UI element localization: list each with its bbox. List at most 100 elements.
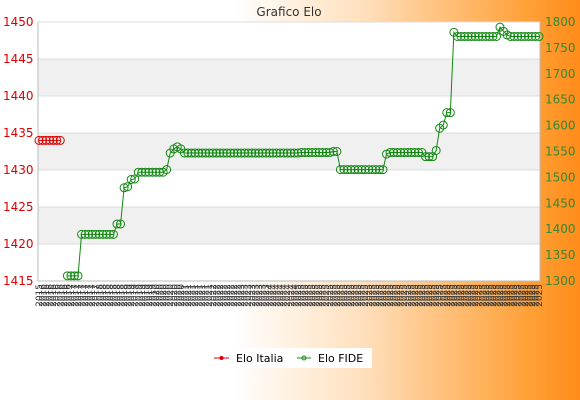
x-tick-label: 2020 bbox=[152, 284, 162, 307]
x-tick-label: 2025 bbox=[446, 284, 456, 307]
x-tick-label: 2018 bbox=[120, 284, 130, 307]
right-tick-label: 1650 bbox=[545, 93, 576, 107]
point-elo-fide bbox=[279, 148, 289, 158]
point-elo-fide bbox=[520, 32, 530, 42]
x-tick-label: 2017 bbox=[88, 284, 98, 307]
point-elo-fide bbox=[431, 145, 441, 155]
x-tick-label: 2025 bbox=[461, 284, 471, 307]
left-y-axis: 1415 1420 1425 1430 1435 1440 1445 1450 bbox=[3, 15, 540, 288]
point-elo-fide bbox=[186, 148, 196, 158]
x-tick-label: 2017 bbox=[67, 284, 77, 307]
right-tick-label: 1400 bbox=[545, 222, 576, 236]
point-elo-italia bbox=[41, 135, 51, 145]
x-tick-label: 2025 bbox=[315, 284, 325, 307]
x-tick-label: 2025 bbox=[517, 284, 527, 307]
point-elo-fide bbox=[87, 229, 97, 239]
x-tick-label: 2017 bbox=[81, 284, 91, 307]
x-tick-label: 2024 bbox=[269, 284, 279, 307]
x-tick-label: 2016 bbox=[53, 284, 63, 307]
point-elo-fide bbox=[236, 148, 246, 158]
x-tick-label: 2025 bbox=[457, 284, 467, 307]
right-tick-label: 1500 bbox=[545, 170, 576, 184]
x-tick-label: 2022 bbox=[216, 284, 226, 307]
x-tick-label: 2022 bbox=[209, 284, 219, 307]
point-elo-fide bbox=[257, 148, 267, 158]
x-tick-label: 2019 bbox=[127, 284, 137, 307]
point-elo-fide bbox=[321, 148, 331, 158]
point-elo-fide bbox=[481, 32, 491, 42]
x-tick-label: 2023 bbox=[241, 284, 251, 307]
point-elo-fide bbox=[211, 148, 221, 158]
x-tick-label: 2020 bbox=[177, 284, 187, 307]
right-tick-label: 1800 bbox=[545, 15, 576, 29]
x-tick-label: 2025 bbox=[489, 284, 499, 307]
legend-label-elo-italia: Elo Italia bbox=[236, 352, 283, 365]
left-tick-label: 1425 bbox=[3, 200, 34, 214]
point-elo-fide bbox=[289, 148, 299, 158]
x-tick-label: 2025 bbox=[422, 284, 432, 307]
plot-background bbox=[38, 22, 540, 281]
x-tick-label: 2025 bbox=[507, 284, 517, 307]
legend-marker-elo-fide bbox=[301, 355, 307, 361]
series-elo-italia bbox=[34, 135, 65, 145]
point-elo-fide bbox=[62, 271, 72, 281]
point-elo-fide bbox=[183, 148, 193, 158]
point-elo-fide bbox=[144, 167, 154, 177]
point-elo-fide bbox=[516, 32, 526, 42]
point-elo-fide bbox=[403, 148, 413, 158]
point-elo-fide bbox=[194, 148, 204, 158]
point-elo-fide bbox=[442, 108, 452, 118]
x-tick-label: 2025 bbox=[351, 284, 361, 307]
x-tick-label: 2025 bbox=[308, 284, 318, 307]
x-tick-label: 2016 bbox=[42, 284, 52, 307]
point-elo-fide bbox=[523, 32, 533, 42]
x-tick-label: 2017 bbox=[92, 284, 102, 307]
point-elo-fide bbox=[204, 148, 214, 158]
point-elo-fide bbox=[112, 219, 122, 229]
point-elo-fide bbox=[470, 32, 480, 42]
x-tick-label: 2025 bbox=[358, 284, 368, 307]
x-tick-label: 2025 bbox=[524, 284, 534, 307]
point-elo-fide bbox=[201, 148, 211, 158]
legend-item-elo-fide[interactable]: Elo FIDE bbox=[297, 352, 363, 365]
x-tick-label: 2018 bbox=[99, 284, 109, 307]
point-elo-italia bbox=[34, 135, 44, 145]
x-tick-label: 2020 bbox=[159, 284, 169, 307]
x-tick-label: 2023 bbox=[251, 284, 261, 307]
x-tick-label: 2024 bbox=[283, 284, 293, 307]
left-tick-label: 1420 bbox=[3, 237, 34, 251]
left-tick-label: 1415 bbox=[3, 274, 34, 288]
left-tick-label: 1430 bbox=[3, 163, 34, 177]
x-tick-label: 2025 bbox=[312, 284, 322, 307]
right-tick-label: 1550 bbox=[545, 145, 576, 159]
x-tick-label: 2020 bbox=[170, 284, 180, 307]
x-tick-label: 2025 bbox=[368, 284, 378, 307]
point-elo-fide bbox=[371, 165, 381, 175]
x-tick-label: 2023 bbox=[255, 284, 265, 307]
x-tick-label: 2025 bbox=[347, 284, 357, 307]
point-elo-fide bbox=[286, 148, 296, 158]
right-tick-label: 1600 bbox=[545, 119, 576, 133]
x-tick-label: 2025 bbox=[319, 284, 329, 307]
point-elo-fide bbox=[229, 148, 239, 158]
x-tick-label: 2025 bbox=[379, 284, 389, 307]
point-elo-fide bbox=[463, 32, 473, 42]
point-elo-fide bbox=[179, 148, 189, 158]
x-tick-label: 2025 bbox=[500, 284, 510, 307]
point-elo-fide bbox=[353, 165, 363, 175]
x-tick-label: 2025 bbox=[482, 284, 492, 307]
point-elo-fide bbox=[527, 32, 537, 42]
x-tick-label: 2019 bbox=[148, 284, 158, 307]
point-elo-fide bbox=[66, 271, 76, 281]
x-tick-label: 2025 bbox=[528, 284, 538, 307]
x-tick-label: 2016 bbox=[63, 284, 73, 307]
point-elo-fide bbox=[77, 229, 87, 239]
point-elo-fide bbox=[73, 271, 83, 281]
point-elo-fide bbox=[119, 183, 129, 193]
left-tick-label: 1435 bbox=[3, 126, 34, 140]
x-tick-label: 2025 bbox=[503, 284, 513, 307]
x-tick-label: 2025 bbox=[436, 284, 446, 307]
legend-item-elo-italia[interactable]: Elo Italia bbox=[214, 352, 283, 365]
x-tick-label: 2018 bbox=[95, 284, 105, 307]
